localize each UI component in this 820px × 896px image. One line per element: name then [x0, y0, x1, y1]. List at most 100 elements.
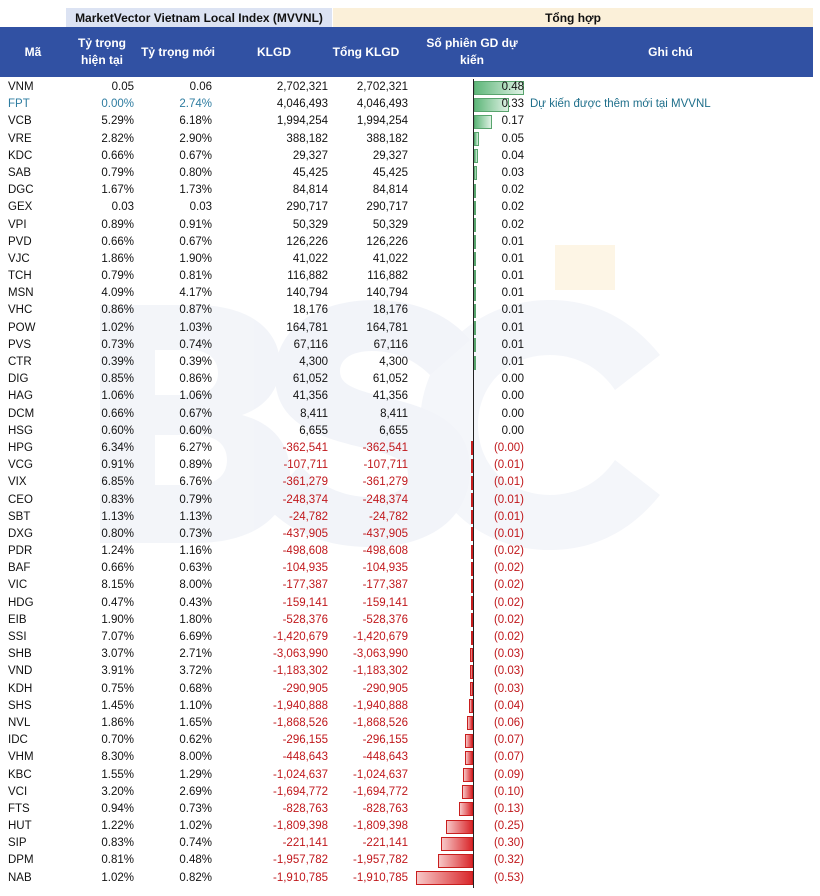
total-klgd-cell: 61,052 [372, 373, 408, 386]
sessions-bar [474, 114, 492, 129]
expected-sessions-cell: (0.25) [493, 820, 524, 833]
total-klgd-cell: -498,608 [362, 545, 408, 558]
table-row: VJC 1.86% 1.90% 41,022 41,022 0.01 [0, 251, 813, 268]
table-row: VCB 5.29% 6.18% 1,994,254 1,994,254 0.17 [0, 113, 813, 130]
new-weight-cell: 1.80% [179, 613, 212, 626]
total-klgd-cell: -248,374 [362, 493, 408, 506]
sessions-bar [458, 802, 473, 817]
ticker-cell: BAF [8, 562, 31, 575]
total-klgd-cell: -448,643 [362, 751, 408, 764]
current-weight-cell: 0.85% [101, 373, 134, 386]
total-klgd-cell: -159,141 [362, 596, 408, 609]
table-row: GEX 0.03 0.03 290,717 290,717 0.02 [0, 199, 813, 216]
total-klgd-cell: -528,376 [362, 613, 408, 626]
ticker-cell: KBC [8, 768, 32, 781]
ticker-cell: FTS [8, 802, 30, 815]
table-row: SHB 3.07% 2.71% -3,063,990 -3,063,990 (0.03) [0, 646, 813, 663]
current-weight-cell: 0.75% [101, 682, 134, 695]
table-row: FPT 0.00% 2.74% 4,046,493 4,046,493 0.33 Dự ki… [0, 96, 813, 113]
expected-sessions-cell: 0.05 [501, 132, 524, 145]
table-row: BAF 0.66% 0.63% -104,935 -104,935 (0.02) [0, 560, 813, 577]
current-weight-cell: 0.91% [101, 459, 134, 472]
index-name-band: MarketVector Vietnam Local Index (MVVNL) [66, 8, 332, 27]
sessions-bar [471, 441, 473, 456]
ticker-cell: HSG [8, 424, 33, 437]
new-weight-cell: 0.68% [179, 682, 212, 695]
sessions-bar [474, 252, 476, 267]
new-weight-cell: 2.74% [179, 98, 212, 111]
new-weight-cell: 0.48% [179, 854, 212, 867]
ticker-cell: VIC [8, 579, 28, 592]
current-weight-cell: 0.79% [101, 270, 134, 283]
sessions-bar [470, 596, 473, 611]
current-weight-cell: 0.83% [101, 837, 134, 850]
table-row: KDH 0.75% 0.68% -290,905 -290,905 (0.03) [0, 681, 813, 698]
new-weight-cell: 0.43% [179, 596, 212, 609]
table-row: VHM 8.30% 8.00% -448,643 -448,643 (0.07) [0, 749, 813, 766]
table-row: PDR 1.24% 1.16% -498,608 -498,608 (0.02) [0, 543, 813, 560]
table-row: EIB 1.90% 1.80% -528,376 -528,376 (0.02) [0, 612, 813, 629]
ticker-cell: VND [8, 665, 33, 678]
klgd-cell: 2,702,321 [276, 81, 328, 93]
current-weight-cell: 0.60% [101, 424, 134, 437]
sessions-bar [470, 561, 473, 576]
ticker-cell: HUT [8, 820, 32, 833]
current-weight-cell: 1.86% [101, 252, 134, 265]
klgd-cell: 18,176 [292, 304, 328, 317]
expected-sessions-cell: (0.01) [493, 527, 524, 540]
klgd-cell: 4,300 [299, 356, 328, 368]
ticker-cell: IDC [8, 734, 28, 747]
ticker-cell: VPI [8, 218, 27, 231]
sessions-bar [474, 183, 477, 198]
sessions-bar [474, 235, 476, 250]
klgd-cell: 6,655 [299, 424, 328, 437]
total-klgd-cell: 41,022 [372, 252, 408, 265]
current-weight-cell: 0.39% [101, 356, 134, 368]
summary-band: Tổng hợp [333, 8, 813, 27]
sessions-bar [469, 664, 473, 679]
table-body: VNM 0.05 0.06 2,702,321 2,702,321 0.48 FPT 0.00… [0, 79, 813, 887]
current-weight-cell: 0.66% [101, 235, 134, 248]
expected-sessions-cell: 0.02 [501, 218, 524, 231]
expected-sessions-cell: 0.04 [501, 149, 524, 162]
expected-sessions-cell: (0.03) [493, 682, 524, 695]
total-klgd-cell: 126,226 [366, 235, 408, 248]
ticker-cell: CEO [8, 493, 33, 506]
sessions-bar [474, 80, 525, 95]
klgd-cell: -104,935 [282, 562, 328, 575]
new-weight-cell: 8.00% [179, 751, 212, 764]
new-weight-cell: 0.87% [179, 304, 212, 317]
expected-sessions-cell: (0.00) [493, 441, 524, 454]
expected-sessions-cell: 0.02 [501, 184, 524, 197]
table-row: CEO 0.83% 0.79% -248,374 -248,374 (0.01) [0, 492, 813, 509]
total-klgd-cell: -3,063,990 [353, 648, 408, 661]
sessions-bar [474, 97, 509, 112]
ticker-cell: NVL [8, 716, 31, 729]
total-klgd-cell: 8,411 [380, 407, 408, 420]
total-klgd-cell: 50,329 [372, 218, 408, 231]
klgd-cell: 164,781 [286, 321, 328, 334]
sessions-bar [474, 286, 476, 301]
current-weight-cell: 1.24% [101, 545, 134, 558]
klgd-cell: -528,376 [282, 613, 328, 626]
current-weight-cell: 5.29% [101, 115, 134, 128]
sessions-bar [474, 321, 476, 336]
klgd-cell: -361,279 [282, 476, 328, 489]
table-header: Mã Tỷ trọng hiện tại Tỷ trọng mới KLGD T… [0, 27, 813, 77]
expected-sessions-cell: 0.00 [501, 390, 524, 403]
klgd-cell: -24,782 [288, 510, 328, 523]
total-klgd-cell: 1,994,254 [356, 115, 408, 128]
total-klgd-cell: -1,910,785 [353, 871, 408, 884]
current-weight-cell: 0.94% [101, 802, 134, 815]
table-row: DXG 0.80% 0.73% -437,905 -437,905 (0.01) [0, 526, 813, 543]
expected-sessions-cell: (0.03) [493, 665, 524, 678]
sessions-bar [462, 785, 473, 800]
table-row: SHS 1.45% 1.10% -1,940,888 -1,940,888 (0.04) [0, 698, 813, 715]
ticker-cell: VHM [8, 751, 34, 764]
sessions-bar [415, 871, 473, 886]
table-row: SBT 1.13% 1.13% -24,782 -24,782 (0.01) [0, 509, 813, 526]
new-weight-cell: 0.67% [179, 407, 212, 420]
klgd-cell: 388,182 [286, 132, 328, 145]
table-row: POW 1.02% 1.03% 164,781 164,781 0.01 [0, 320, 813, 337]
ticker-cell: SIP [8, 837, 27, 850]
